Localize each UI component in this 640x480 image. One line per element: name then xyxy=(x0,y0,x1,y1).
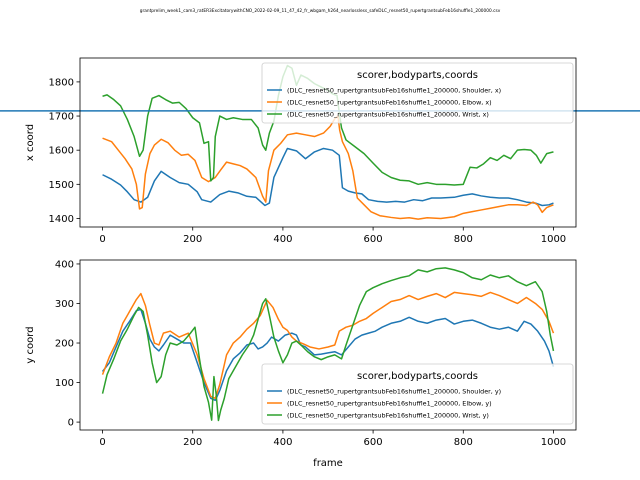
y-tick-label: 200 xyxy=(55,339,74,350)
y-tick-label: 1800 xyxy=(49,77,74,88)
x-tick-label: 1000 xyxy=(541,234,566,245)
x-tick-label: 400 xyxy=(273,234,292,245)
x-tick-label: 800 xyxy=(454,234,473,245)
legend: scorer,bodyparts,coords (DLC_resnet50_rup… xyxy=(261,363,574,425)
series-group xyxy=(101,267,555,422)
legend-entry-shoulder: (DLC_resnet50_rupertgrantsubFeb16shuffle… xyxy=(287,387,501,395)
legend-box xyxy=(261,62,574,124)
y-axis-label: y coord xyxy=(25,326,36,363)
y-tick-label: 1600 xyxy=(49,146,74,157)
legend-box xyxy=(261,363,574,425)
x-axis-label: frame xyxy=(313,458,343,469)
y-tick-label: 1500 xyxy=(49,180,74,191)
x-tick-label: 400 xyxy=(273,437,292,448)
legend-entry-wrist: (DLC_resnet50_rupertgrantsubFeb16shuffle… xyxy=(287,110,489,118)
y-tick-label: 1700 xyxy=(49,112,74,123)
x-tick-label: 600 xyxy=(364,437,383,448)
x-tick-label: 600 xyxy=(364,234,383,245)
axes-frame xyxy=(79,259,577,431)
y-tick-label: 400 xyxy=(55,259,74,270)
legend-title: scorer,bodyparts,coords xyxy=(357,70,478,81)
x-tick-label: 0 xyxy=(99,234,105,245)
y-tick-label: 300 xyxy=(55,299,74,310)
legend-entry-elbow: (DLC_resnet50_rupertgrantsubFeb16shuffle… xyxy=(287,399,492,407)
y-tick-label: 100 xyxy=(55,378,74,389)
y-tick-label: 1400 xyxy=(49,214,74,225)
legend-entry-shoulder: (DLC_resnet50_rupertgrantsubFeb16shuffle… xyxy=(287,86,501,94)
x-tick-label: 200 xyxy=(183,234,202,245)
series-line-elbow xyxy=(102,115,554,220)
legend-entry-wrist: (DLC_resnet50_rupertgrantsubFeb16shuffle… xyxy=(287,411,489,419)
legend: scorer,bodyparts,coords (DLC_resnet50_rup… xyxy=(261,62,574,124)
y-axis-label: x coord xyxy=(25,124,36,161)
x-coord-subplot: 0 200 400 600 800 1000 1400 1500 1600 1700 1800 x c… xyxy=(0,57,640,245)
x-tick-label: 800 xyxy=(454,437,473,448)
x-tick-label: 0 xyxy=(99,437,105,448)
y-tick-label: 0 xyxy=(68,418,74,429)
series-line-shoulder xyxy=(102,147,554,207)
x-tick-label: 200 xyxy=(183,437,202,448)
x-tick-label: 1000 xyxy=(541,437,566,448)
legend-entry-elbow: (DLC_resnet50_rupertgrantsubFeb16shuffle… xyxy=(287,98,492,106)
figure-title: grantprelim_week1_cam3_ratER3Excitatoryw… xyxy=(139,9,501,14)
legend-title: scorer,bodyparts,coords xyxy=(357,371,478,382)
y-coord-subplot: 0 200 400 600 800 1000 0 100 200 300 400 y coord fra… xyxy=(25,259,577,469)
axes-frame xyxy=(79,57,577,228)
series-line-wrist xyxy=(101,267,555,422)
